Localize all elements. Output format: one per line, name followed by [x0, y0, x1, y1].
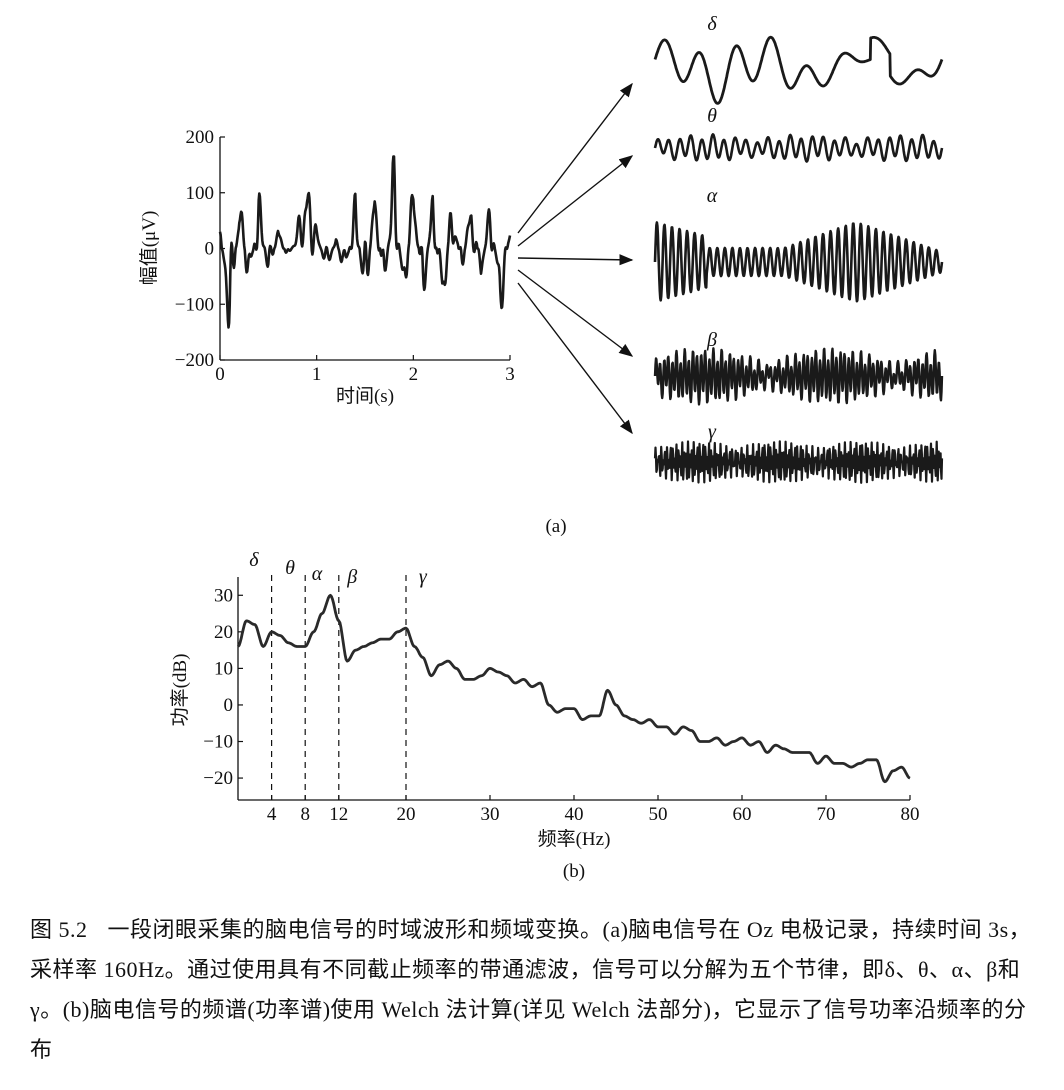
panel-a-ytick-label: −100	[175, 294, 214, 315]
power-spectrum-line	[237, 593, 911, 784]
panel-a-xtick-label: 0	[215, 364, 225, 385]
spectrum-band-label: θ	[285, 557, 295, 579]
panel-b-xtick-label: 30	[481, 804, 500, 825]
band-label-theta: θ	[707, 105, 717, 127]
arrow-gamma	[517, 282, 633, 435]
panel-a-label: (a)	[545, 516, 566, 537]
band-label-gamma: γ	[708, 421, 717, 443]
panel-b-ytick-label: −20	[203, 768, 233, 789]
decomposition-arrows	[517, 82, 634, 435]
panel-b-label: (b)	[563, 861, 585, 882]
gamma-wave-line	[653, 440, 944, 484]
panel-a-xlabel: 时间(s)	[336, 385, 394, 407]
alpha-wave-line	[653, 221, 944, 303]
panel-b-xtick-label: 20	[397, 804, 416, 825]
panel-b-ytick-label: 10	[214, 658, 233, 679]
panel-b-ytick-label: −10	[203, 732, 233, 753]
panel-a-ytick-label: 0	[205, 239, 215, 260]
band-waveforms: δ θ α β γ	[653, 13, 944, 484]
panel-b-xlabel: 频率(Hz)	[538, 828, 611, 850]
spectrum-band-label: δ	[249, 549, 259, 571]
panel-b-xtick-label: 4	[267, 804, 277, 825]
panel-b-xtick-label: 60	[733, 804, 752, 825]
beta-wave-line	[653, 347, 944, 406]
band-label-beta: β	[706, 329, 717, 351]
panel-b-xtick-label: 40	[565, 804, 584, 825]
panel-a-xtick-label: 1	[312, 364, 322, 385]
panel-a-ytick-label: 100	[186, 183, 215, 204]
panel-b-xtick-label: 12	[329, 804, 348, 825]
band-label-delta: δ	[707, 13, 717, 35]
arrow-beta	[517, 269, 634, 357]
panel-b-xtick-label: 70	[817, 804, 836, 825]
panel-a-xtick-label: 2	[409, 364, 419, 385]
delta-wave-line	[653, 35, 944, 105]
spectrum-band-label: γ	[419, 566, 428, 588]
arrow-theta	[517, 155, 634, 247]
spectrum-band-label: α	[312, 563, 323, 585]
arrow-alpha	[517, 254, 634, 266]
spectrum-band-label: β	[346, 566, 357, 588]
figure-caption: 图 5.2 一段闭眼采集的脑电信号的时域波形和频域变换。(a)脑电信号在 Oz 电…	[30, 910, 1040, 1070]
band-label-alpha: α	[707, 185, 718, 207]
caption-text: 一段闭眼采集的脑电信号的时域波形和频域变换。(a)脑电信号在 Oz 电极记录，持…	[30, 917, 1032, 1062]
panel-a-ytick-label: −200	[175, 350, 214, 371]
raw-eeg-line	[218, 155, 512, 329]
panel-a-xtick-label: 3	[505, 364, 515, 385]
panel-b-ytick-label: 30	[214, 585, 233, 606]
panel-a-ylabel: 幅值(μV)	[138, 211, 160, 286]
arrow-delta	[517, 82, 633, 234]
panel-b-ytick-label: 20	[214, 622, 233, 643]
panel-b-ylabel: 功率(dB)	[169, 654, 191, 727]
panel-a-ytick-label: 200	[186, 127, 215, 148]
figure-number: 图 5.2	[30, 917, 88, 942]
theta-wave-line	[653, 133, 944, 163]
panel-b-xtick-label: 80	[901, 804, 920, 825]
panel-b-ytick-label: 0	[224, 695, 234, 716]
panel-b-xtick-label: 8	[300, 804, 310, 825]
panel-b-xtick-label: 50	[649, 804, 668, 825]
panel-a-raw-plot: 200 100 0 −100 −200 0 1 2 3 幅值(μV) 时间(s)	[138, 127, 515, 407]
